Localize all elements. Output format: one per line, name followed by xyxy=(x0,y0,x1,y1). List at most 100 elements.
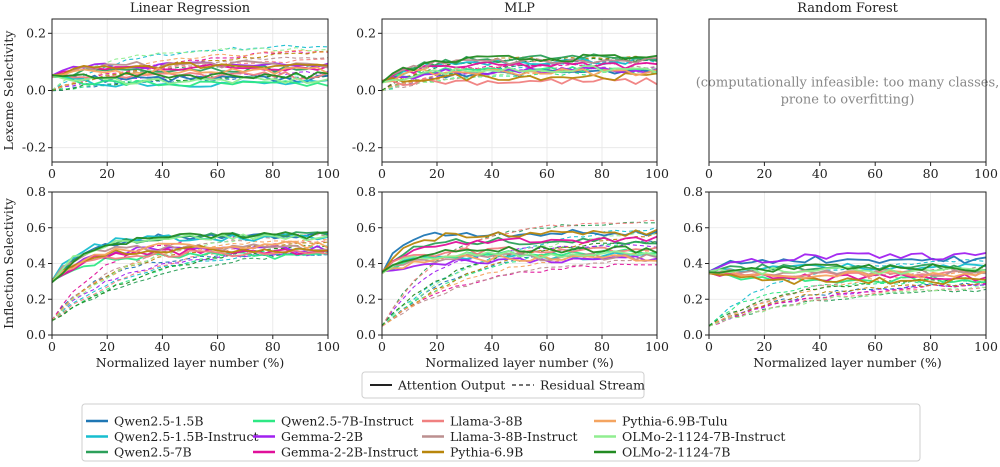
legend-label-qwen2-5-7b: Qwen2.5-7B xyxy=(114,445,192,460)
series-lines xyxy=(52,44,328,92)
residual-line-gemma-2-2b xyxy=(52,251,328,322)
panel-title: MLP xyxy=(504,1,535,16)
residual-line-olmo-2-1124-7b xyxy=(52,244,328,321)
x-tick-label: 100 xyxy=(645,166,669,181)
attention-line-olmo-2-1124-7b xyxy=(382,53,657,84)
panel-6: 0 20 40 60 80 100 0.0 0.2 0.4 0.6 0.8 Normalized la… xyxy=(683,184,998,370)
y-tick-label: 0.8 xyxy=(356,184,376,199)
attention-line-pythia-6-9b-tulu xyxy=(382,254,657,274)
x-tick-label: 100 xyxy=(316,339,340,354)
attention-line-pythia-6-9b-tulu xyxy=(709,270,986,280)
residual-line-qwen2-5-7b xyxy=(709,288,986,327)
residual-line-qwen2-5-7b xyxy=(52,252,328,322)
x-tick-label: 0 xyxy=(705,339,713,354)
attention-line-pythia-6-9b xyxy=(382,228,657,274)
legend-label-gemma-2-2b-instruct: Gemma-2-2B-Instruct xyxy=(281,445,418,460)
legend-label-olmo-2-1124-7b: OLMo-2-1124-7B xyxy=(622,445,730,460)
x-tick-label: 80 xyxy=(594,339,610,354)
y-tick-label: 0.0 xyxy=(26,83,46,98)
y-tick-label: 0.2 xyxy=(356,291,376,306)
attention-line-olmo-2-1124-7b xyxy=(52,70,328,80)
x-tick-label: 0 xyxy=(48,166,56,181)
residual-line-gemma-2-2b-instruct xyxy=(382,263,657,327)
x-axis-label: Normalized layer number (%) xyxy=(96,355,285,370)
y-tick-label: 0.0 xyxy=(356,327,376,342)
x-tick-label: 40 xyxy=(812,166,828,181)
attention-line-llama-3-8b-instruct xyxy=(382,252,657,275)
attention-line-pythia-6-9b-tulu xyxy=(52,240,328,283)
attention-line-gemma-2-2b-instruct xyxy=(382,235,657,274)
attention-line-qwen2-5-7b-instruct xyxy=(52,251,328,282)
x-tick-label: 100 xyxy=(974,166,998,181)
y-tick-label: 0.2 xyxy=(26,291,46,306)
residual-line-gemma-2-2b-instruct xyxy=(709,283,986,327)
panel-5: 0 20 40 60 80 100 0.0 0.2 0.4 0.6 0.8 Normalized la… xyxy=(356,184,669,370)
legend-label-llama-3-8b: Llama-3-8B xyxy=(450,414,523,429)
legend-label-pythia-6-9b: Pythia-6.9B xyxy=(450,445,523,460)
y-tick-label: 0.8 xyxy=(26,184,46,199)
y-tick-label: 0.6 xyxy=(26,220,46,235)
attention-line-pythia-6-9b xyxy=(709,272,986,286)
residual-line-pythia-6-9b xyxy=(52,241,328,322)
series-lines xyxy=(52,231,328,322)
residual-line-qwen2-5-1-5b-instruct xyxy=(52,253,328,321)
line-style-legend: Attention Output Residual Stream xyxy=(361,371,645,399)
x-tick-label: 20 xyxy=(429,339,445,354)
x-tick-label: 80 xyxy=(265,166,281,181)
x-tick-label: 60 xyxy=(867,166,883,181)
residual-line-llama-3-8b-instruct xyxy=(382,258,657,327)
y-tick-label: 0.2 xyxy=(26,25,46,40)
y-tick-label: 0.6 xyxy=(356,220,376,235)
y-tick-label: 0.4 xyxy=(26,256,46,271)
x-tick-label: 80 xyxy=(923,166,939,181)
x-axis-label: Normalized layer number (%) xyxy=(753,355,942,370)
panel-title: Linear Regression xyxy=(130,1,251,16)
residual-line-qwen2-5-7b-instruct xyxy=(709,280,986,327)
attention-line-olmo-2-1124-7b-instruct xyxy=(709,266,986,276)
y-tick-label: -0.2 xyxy=(352,140,376,155)
panel-title: Random Forest xyxy=(797,1,899,16)
y-tick-label: 0.2 xyxy=(356,25,376,40)
residual-line-pythia-6-9b xyxy=(709,281,986,327)
legend-label-llama-3-8b-instruct: Llama-3-8B-Instruct xyxy=(450,429,578,444)
x-tick-label: 20 xyxy=(429,166,445,181)
residual-line-llama-3-8b xyxy=(382,219,657,327)
residual-line-gemma-2-2b-instruct xyxy=(52,50,328,91)
legend-label-qwen2-5-1-5b-instruct: Qwen2.5-1.5B-Instruct xyxy=(114,429,259,444)
x-tick-label: 40 xyxy=(154,166,170,181)
x-tick-label: 80 xyxy=(265,339,281,354)
axes-frame xyxy=(708,18,987,163)
residual-line-qwen2-5-1-5b xyxy=(52,252,328,321)
y-axis-label: Lexeme Selectivity xyxy=(1,30,16,151)
y-tick-label: -0.2 xyxy=(22,140,46,155)
attention-line-olmo-2-1124-7b xyxy=(52,231,328,283)
x-tick-label: 100 xyxy=(974,339,998,354)
model-legend: Qwen2.5-1.5BQwen2.5-1.5B-InstructQwen2.5… xyxy=(81,403,921,462)
legend-label-dashed: Residual Stream xyxy=(540,378,645,393)
x-tick-label: 100 xyxy=(316,166,340,181)
attention-line-pythia-6-9b xyxy=(52,244,328,282)
infeasible-note-line-1: (computationally infeasible: too many cl… xyxy=(696,76,1000,91)
attention-line-qwen2-5-1-5b xyxy=(382,228,657,274)
attention-line-pythia-6-9b xyxy=(52,61,328,77)
y-tick-label: 0.0 xyxy=(683,327,703,342)
x-tick-label: 20 xyxy=(99,339,115,354)
legend-label-gemma-2-2b: Gemma-2-2B xyxy=(281,429,363,444)
legend-label-qwen2-5-7b-instruct: Qwen2.5-7B-Instruct xyxy=(281,414,414,429)
series-lines xyxy=(709,252,986,327)
residual-line-olmo-2-1124-7b-instruct xyxy=(382,232,657,327)
y-tick-label: 0.0 xyxy=(26,327,46,342)
infeasible-note-line-2: prone to overfitting) xyxy=(781,93,915,108)
x-tick-label: 40 xyxy=(812,339,828,354)
attention-line-olmo-2-1124-7b xyxy=(382,245,657,273)
residual-line-llama-3-8b-instruct xyxy=(52,56,328,92)
x-tick-label: 20 xyxy=(756,339,772,354)
residual-line-llama-3-8b xyxy=(52,58,328,91)
legend-label-pythia-6-9b-tulu: Pythia-6.9B-Tulu xyxy=(622,414,728,429)
residual-line-pythia-6-9b-tulu xyxy=(52,238,328,321)
residual-line-pythia-6-9b-tulu xyxy=(52,49,328,91)
x-tick-label: 20 xyxy=(756,166,772,181)
x-tick-label: 60 xyxy=(539,339,555,354)
x-tick-label: 100 xyxy=(645,339,669,354)
y-tick-label: 0.0 xyxy=(356,83,376,98)
